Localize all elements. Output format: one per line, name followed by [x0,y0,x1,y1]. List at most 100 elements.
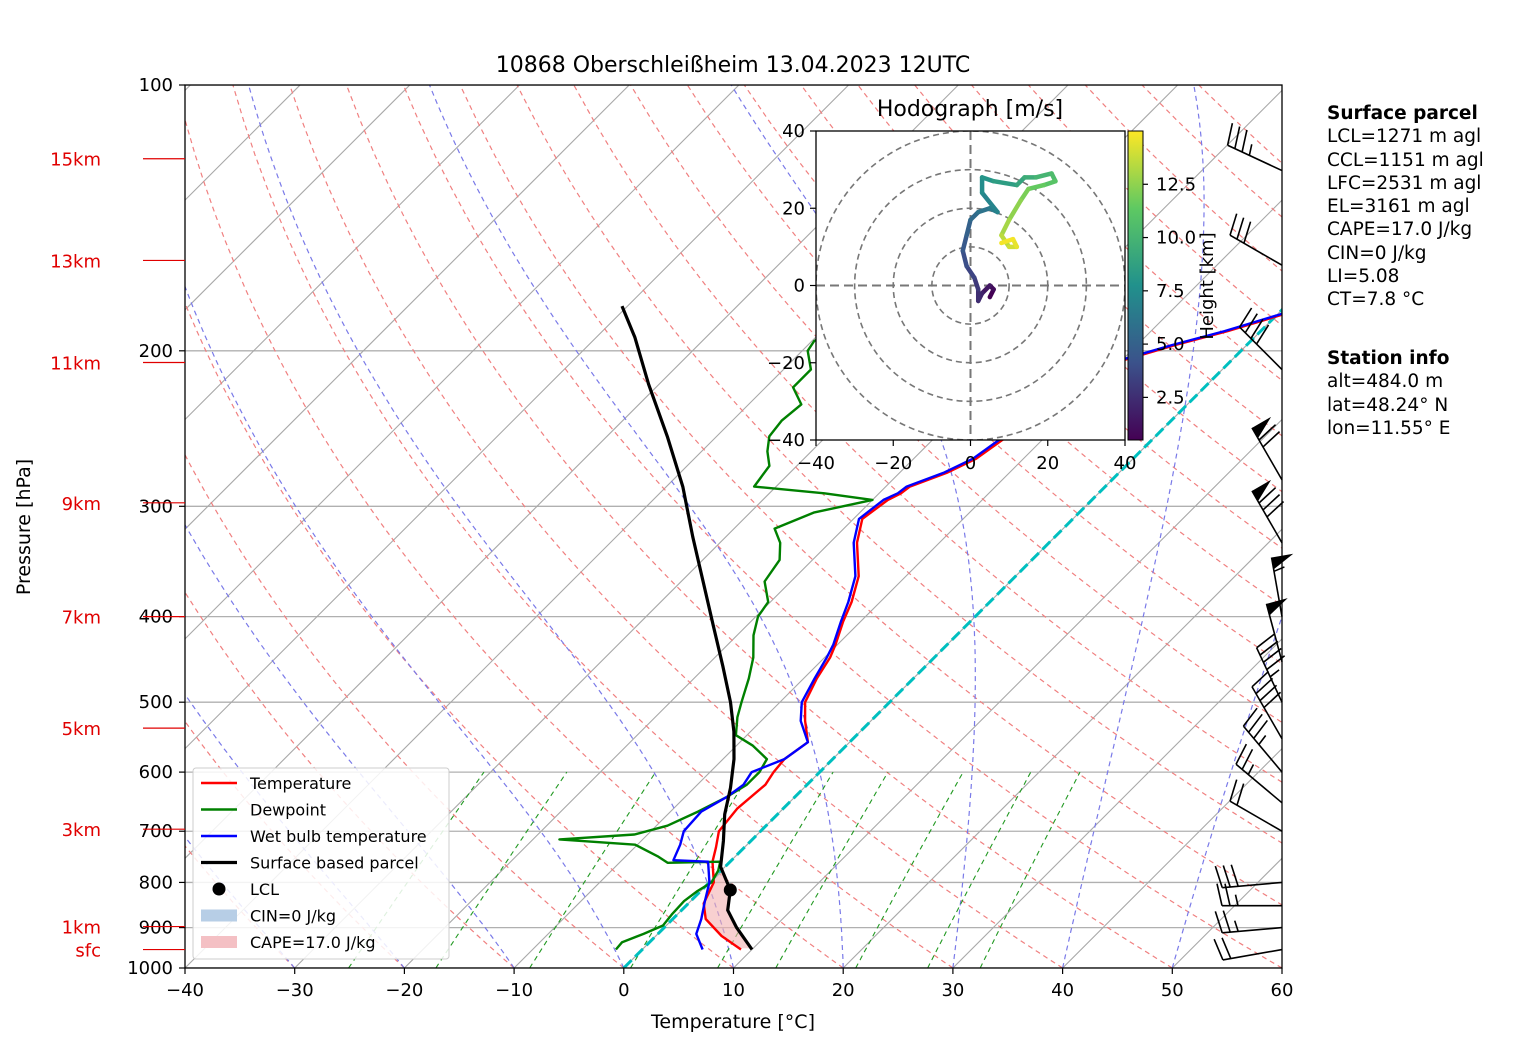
barb-flag [1259,684,1278,702]
legend-lcl-label: LCL [250,880,279,899]
x-tick-label: −30 [276,980,314,1001]
isotherm-line [1062,747,1282,968]
hodograph-x-tick-label: 40 [1114,453,1137,474]
barb-shaft [1222,926,1283,934]
chart-title: 10868 Oberschleißheim 13.04.2023 12UTC [496,53,971,78]
height-label: 3km [62,820,101,841]
barb-shaft [1242,725,1283,773]
hodograph-segment [999,236,1016,246]
isotherm-line [842,528,1282,968]
temperature-line [702,313,1282,951]
cin-text: CIN=0 J/kg [1327,242,1427,264]
colorbar-tick-label: 10.0 [1156,228,1196,249]
wind-barb [1242,707,1283,773]
legend-temperature-label: Temperature [249,774,351,793]
barb-pennant [1271,553,1294,570]
colorbar-tick-label: 5.0 [1156,334,1185,355]
barb-flag [1236,783,1245,806]
barb-flag [1241,129,1248,153]
wind-barb [1265,598,1288,662]
legend-lcl-swatch [212,882,226,896]
barb-half-flag [1258,735,1267,746]
barb-flag [1258,424,1277,441]
dry-adiabat [185,117,844,968]
hodograph-segment [1006,198,1023,223]
zero-isotherm [622,307,1282,968]
moist-adiabat [185,284,625,968]
wind-barb [1270,553,1294,617]
dry-adiabat [185,720,405,968]
altitude-text: alt=484.0 m [1327,371,1444,393]
barb-half-flag [1234,894,1239,906]
barb-flag [1256,633,1275,649]
y-tick-label: 900 [139,918,173,939]
y-tick-label: 100 [139,75,173,96]
barb-flag [1241,748,1254,770]
barb-flag [1214,911,1223,934]
isotherm-line [513,199,1282,968]
barb-flag [1255,677,1274,695]
isotherm-line [185,85,520,421]
wind-barb [1213,937,1283,961]
colorbar-label: Height [km] [1197,232,1218,339]
hodograph-segment [960,248,969,269]
hodograph-x-tick-label: −20 [874,453,912,474]
dry-adiabat [345,85,1173,968]
isotherm-line [733,418,1282,968]
barb-flag [1244,313,1258,334]
x-tick-label: 60 [1271,980,1294,1001]
legend-cin-swatch [201,909,237,922]
barb-half-flag [1273,566,1285,573]
barb-flag [1258,487,1277,504]
isotherm-line [185,85,630,530]
moist-adiabat [1062,85,1205,968]
x-tick-label: −40 [166,980,204,1001]
surface-parcel-info: Surface parcel LCL=1271 m agl CCL=1151 m… [1327,102,1484,312]
hodograph-title: Hodograph [m/s] [877,97,1063,122]
hodograph-segment [979,190,1000,215]
dry-adiabat [402,85,1282,968]
hodograph-x-tick-label: 0 [965,453,976,474]
barb-shaft [1229,234,1283,266]
wind-barb [1251,479,1285,544]
height-label: 9km [62,494,101,515]
hodograph-segment [991,178,1020,188]
barb-shaft [1239,326,1283,371]
barb-flag [1230,864,1239,887]
barb-shaft [1251,686,1283,740]
wind-barb [1214,910,1283,934]
barb-shaft [1227,144,1283,172]
x-tick-label: 30 [941,980,964,1001]
isotherm-line [185,85,849,750]
height-label: sfc [75,941,101,962]
hodograph-segment [1026,182,1047,192]
wind-barb [1229,213,1283,266]
x-tick-label: 40 [1051,980,1074,1001]
lcl-text: LCL=1271 m agl [1327,126,1482,148]
legend-box [192,767,450,960]
barb-flag [1243,221,1252,244]
colorbar-tick-label: 7.5 [1156,281,1185,302]
y-tick-label: 200 [139,341,173,362]
barb-flag [1247,713,1263,733]
height-label: 13km [50,251,101,272]
legend-parcel-label: Surface based parcel [250,854,419,873]
legend-cin-label: CIN=0 J/kg [250,907,336,926]
dry-adiabat [232,85,954,968]
barb-half-flag [1233,920,1239,932]
dry-adiabat [516,85,1282,844]
barb-flag [1229,779,1238,802]
barb-flag [1229,213,1238,236]
barb-half-flag [1248,144,1253,156]
barb-flag [1236,217,1245,240]
isotherm-line [185,85,740,640]
isotherm-line [952,638,1282,968]
mixing-ratio-line [979,771,1081,968]
dry-adiabat [185,453,625,968]
wind-barb [1235,743,1283,804]
dry-adiabat [857,85,1282,493]
ccl-text: CCL=1151 m agl [1327,149,1484,171]
hodograph-y-tick-label: 40 [782,121,805,142]
barb-flag [1235,743,1248,765]
barb-flag [1216,883,1223,906]
